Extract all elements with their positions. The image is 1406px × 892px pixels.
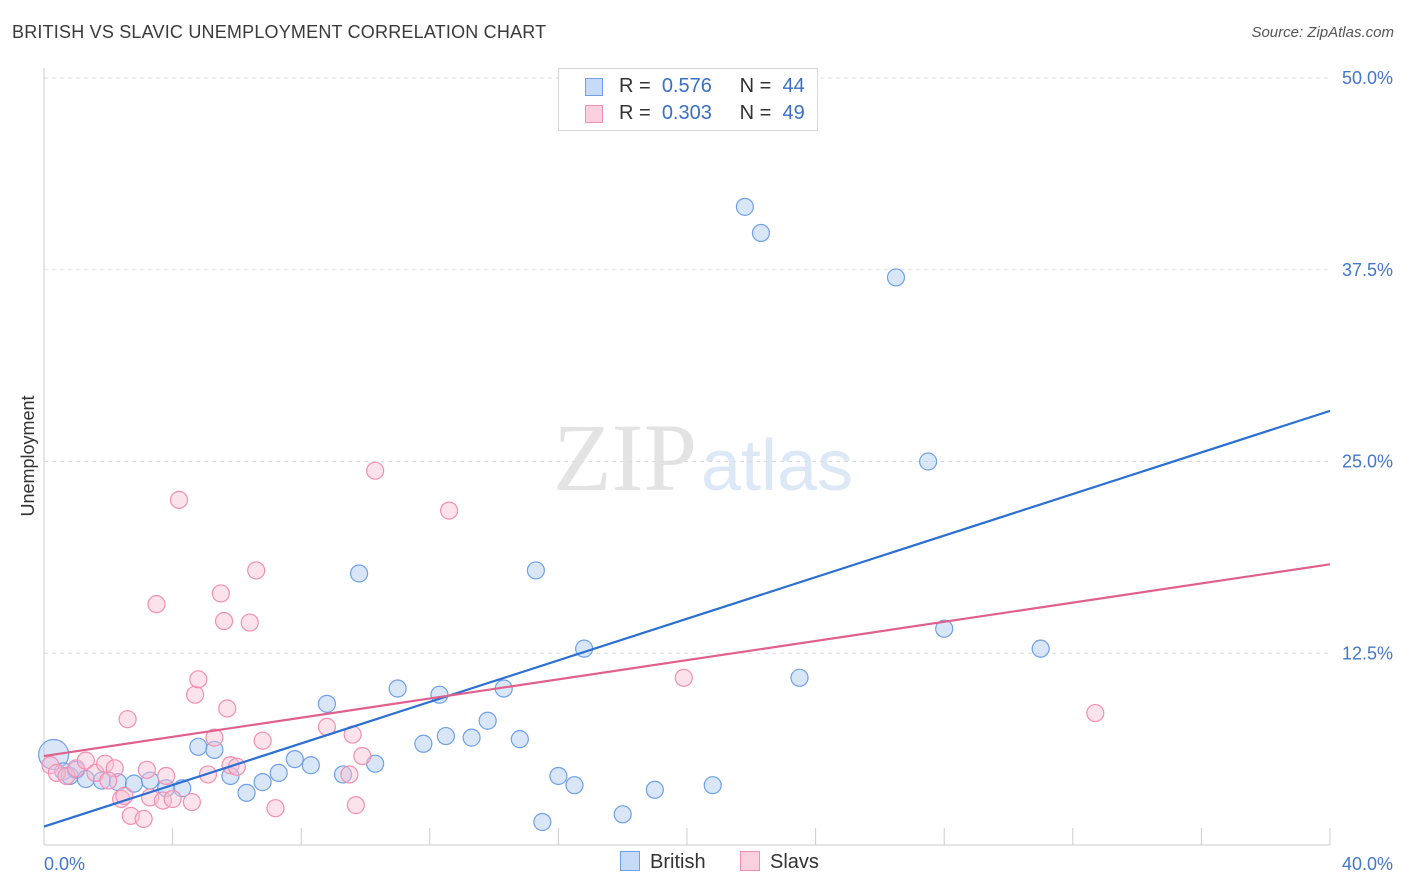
british-point: [613, 805, 632, 824]
legend-n-label: N =: [739, 102, 772, 124]
series-name-british: British: [650, 851, 706, 873]
slavs-point: [157, 766, 176, 786]
slavs-point: [266, 799, 285, 818]
british-point: [549, 766, 568, 786]
legend-n-value-slavs: 49: [782, 102, 805, 124]
slavs-point: [247, 561, 266, 580]
british-trend-line: [43, 409, 1331, 828]
slavs-point: [57, 766, 76, 786]
watermark-zip: ZIP: [553, 404, 697, 511]
british-point: [301, 756, 320, 775]
slavs-point: [118, 710, 137, 729]
legend-n-value-british: 44: [782, 75, 805, 97]
series-legend-british: British: [620, 851, 706, 874]
watermark-atlas: atlas: [701, 426, 854, 506]
british-point: [703, 776, 722, 795]
slavs-point: [353, 746, 372, 766]
slavs-point: [1086, 703, 1105, 723]
legend-r-label: R =: [619, 75, 651, 97]
slavs-point: [218, 699, 237, 718]
y-axis-title: Unemployment: [18, 395, 38, 516]
slavs-point: [169, 490, 189, 509]
legend-r-value-british: 0.576: [661, 75, 712, 97]
legend-swatch-slavs: [585, 105, 603, 123]
british-point: [478, 711, 497, 730]
slavs-point: [99, 771, 118, 790]
british-point: [886, 268, 906, 287]
series-swatch-slavs: [740, 851, 760, 871]
watermark: ZIPatlas: [553, 402, 853, 513]
legend-r-value-slavs: 0.303: [661, 102, 712, 124]
british-point: [935, 619, 954, 638]
slavs-point: [346, 796, 365, 815]
x-tick-label: 40.0%: [1342, 854, 1393, 874]
british-point: [565, 776, 584, 795]
british-point: [510, 730, 529, 749]
legend-n-label: N =: [739, 75, 772, 97]
british-point: [253, 773, 272, 792]
british-point: [645, 780, 664, 799]
slavs-point: [240, 613, 259, 632]
y-tick-label: 50.0%: [1342, 68, 1393, 88]
legend-swatch-british: [585, 78, 603, 96]
british-point: [751, 223, 771, 243]
slavs-point: [439, 501, 459, 520]
source-label: Source: ZipAtlas.com: [1251, 24, 1394, 41]
slavs-point: [134, 809, 153, 829]
x-tick-label: 0.0%: [44, 854, 85, 874]
slavs-point: [163, 789, 182, 809]
slavs-point: [205, 728, 224, 747]
slavs-point: [366, 461, 385, 480]
legend-r-label: R =: [619, 102, 651, 124]
slavs-point: [186, 685, 205, 704]
british-point: [462, 728, 481, 747]
british-point: [237, 783, 256, 802]
series-swatch-british: [620, 851, 640, 871]
y-tick-label: 37.5%: [1342, 260, 1393, 280]
british-point: [1031, 639, 1050, 658]
slavs-point: [253, 731, 272, 750]
british-point: [221, 766, 240, 786]
slavs-point: [211, 584, 230, 603]
british-point: [919, 452, 938, 471]
british-point: [269, 763, 288, 783]
series-name-slavs: Slavs: [770, 851, 819, 873]
slavs-point: [340, 765, 359, 784]
british-point: [333, 765, 353, 784]
british-point: [388, 679, 407, 698]
slavs-point: [214, 611, 234, 631]
british-point: [317, 694, 337, 713]
british-point: [790, 668, 809, 687]
british-point: [526, 561, 545, 580]
british-point: [189, 737, 208, 756]
british-point: [414, 734, 433, 753]
british-point: [436, 726, 455, 746]
slavs-point: [182, 792, 201, 812]
y-tick-label: 25.0%: [1342, 452, 1393, 472]
y-tick-label: 12.5%: [1342, 643, 1393, 663]
british-point: [430, 685, 449, 704]
slavs-point: [67, 759, 86, 778]
slavs-point: [189, 670, 208, 689]
slavs-point: [137, 760, 156, 779]
correlation-legend: R = 0.576 N = 44 R = 0.303 N = 49: [558, 68, 818, 131]
slavs-trend-line: [43, 563, 1331, 758]
british-point: [533, 812, 552, 832]
chart-title: BRITISH VS SLAVIC UNEMPLOYMENT CORRELATI…: [12, 22, 547, 42]
british-point: [349, 564, 369, 583]
slavs-point: [674, 668, 693, 687]
slavs-point: [76, 751, 95, 770]
slavs-point: [147, 595, 166, 614]
british-point: [735, 197, 754, 216]
british-point: [285, 749, 304, 769]
series-legend-slavs: Slavs: [740, 851, 819, 874]
